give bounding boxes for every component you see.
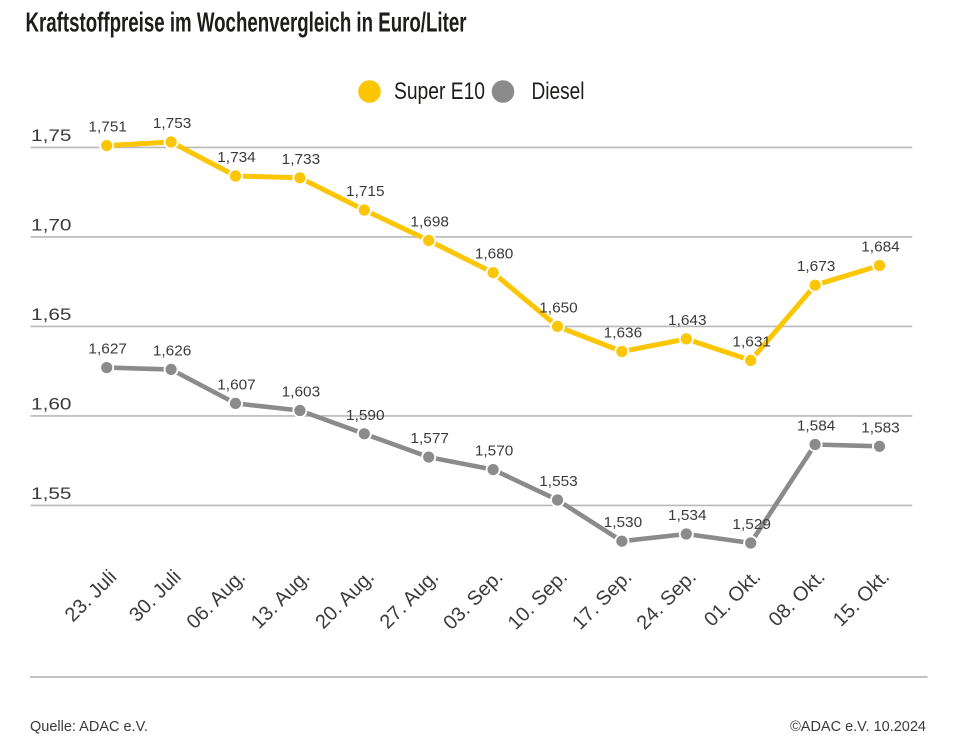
svg-text:1,603: 1,603 — [282, 385, 321, 401]
svg-text:1,734: 1,734 — [217, 150, 256, 166]
svg-text:1,673: 1,673 — [797, 259, 836, 275]
svg-text:1,650: 1,650 — [539, 300, 578, 316]
svg-text:©ADAC e.V. 10.2024: ©ADAC e.V. 10.2024 — [790, 719, 926, 735]
svg-text:1,75: 1,75 — [31, 126, 72, 145]
svg-text:Super E10: Super E10 — [394, 78, 485, 105]
svg-text:1,636: 1,636 — [604, 326, 643, 342]
svg-text:1,570: 1,570 — [475, 444, 514, 460]
svg-text:Quelle: ADAC e.V.: Quelle: ADAC e.V. — [30, 719, 148, 735]
svg-text:1,680: 1,680 — [475, 247, 514, 263]
svg-text:1,715: 1,715 — [346, 184, 385, 200]
svg-text:1,751: 1,751 — [88, 120, 127, 136]
svg-text:1,643: 1,643 — [668, 313, 707, 329]
svg-text:1,584: 1,584 — [797, 419, 836, 435]
svg-text:1,55: 1,55 — [31, 484, 72, 503]
svg-text:1,553: 1,553 — [539, 474, 578, 490]
svg-text:1,65: 1,65 — [31, 305, 72, 324]
svg-text:1,530: 1,530 — [604, 515, 643, 531]
svg-text:1,583: 1,583 — [861, 420, 900, 436]
svg-text:1,684: 1,684 — [861, 240, 900, 256]
svg-text:1,534: 1,534 — [668, 508, 707, 524]
svg-text:1,733: 1,733 — [282, 152, 321, 168]
svg-text:1,577: 1,577 — [410, 431, 449, 447]
svg-text:1,626: 1,626 — [153, 343, 192, 359]
svg-text:1,60: 1,60 — [31, 394, 72, 413]
svg-text:1,70: 1,70 — [31, 215, 72, 234]
svg-text:1,753: 1,753 — [153, 116, 192, 132]
svg-text:1,698: 1,698 — [410, 215, 449, 231]
svg-text:Diesel: Diesel — [532, 78, 585, 105]
svg-text:1,529: 1,529 — [732, 517, 771, 533]
svg-text:1,627: 1,627 — [88, 342, 127, 358]
svg-text:1,607: 1,607 — [217, 377, 256, 393]
svg-text:1,590: 1,590 — [346, 408, 385, 424]
svg-text:1,631: 1,631 — [732, 334, 771, 350]
svg-text:Kraftstoffpreise im Wochenverg: Kraftstoffpreise im Wochenvergleich in E… — [26, 7, 467, 38]
